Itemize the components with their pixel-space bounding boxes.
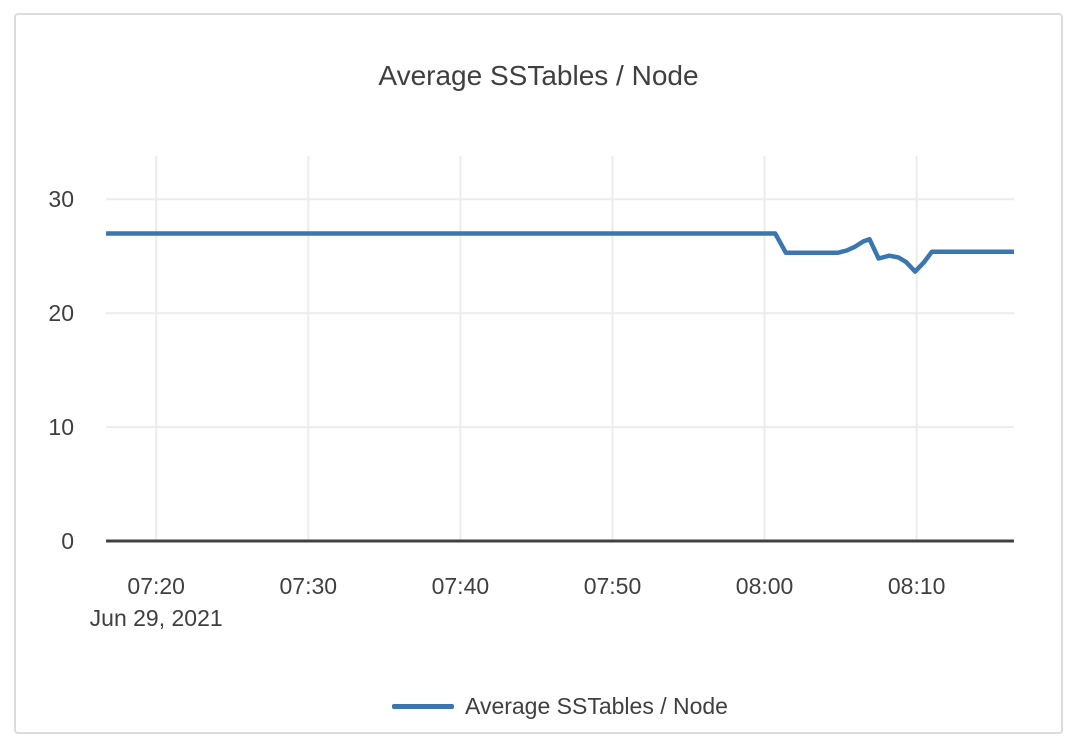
y-axis-tick-label: 0 — [61, 528, 74, 554]
x-axis-date-label: Jun 29, 2021 — [89, 605, 223, 631]
x-axis-tick-label: 07:50 — [583, 573, 642, 599]
y-axis-tick-label: 30 — [48, 186, 74, 213]
y-axis-tick-label: 20 — [48, 300, 74, 327]
legend: Average SSTables / Node — [106, 691, 1014, 721]
y-axis-tick-label: 10 — [48, 414, 74, 441]
x-axis-tick-label: 08:00 — [735, 573, 794, 599]
chart-card: Average SSTables / Node 0 10 20 30 07:20 07:… — [14, 13, 1063, 734]
legend-item[interactable]: Average SSTables / Node — [392, 693, 728, 720]
x-axis-tick-label: 07:30 — [279, 573, 338, 599]
chart-canvas — [106, 156, 1014, 543]
plot-area — [106, 156, 1014, 543]
x-axis-tick-label: 07:20 — [127, 573, 185, 599]
x-axis-tick-label: 08:10 — [887, 573, 946, 599]
legend-label: Average SSTables / Node — [465, 692, 728, 719]
legend-line-swatch-icon — [392, 703, 455, 709]
x-axis-tick-label: 07:40 — [431, 573, 490, 599]
series-line[interactable] — [106, 231, 1014, 274]
chart-title: Average SSTables / Node — [378, 60, 699, 91]
